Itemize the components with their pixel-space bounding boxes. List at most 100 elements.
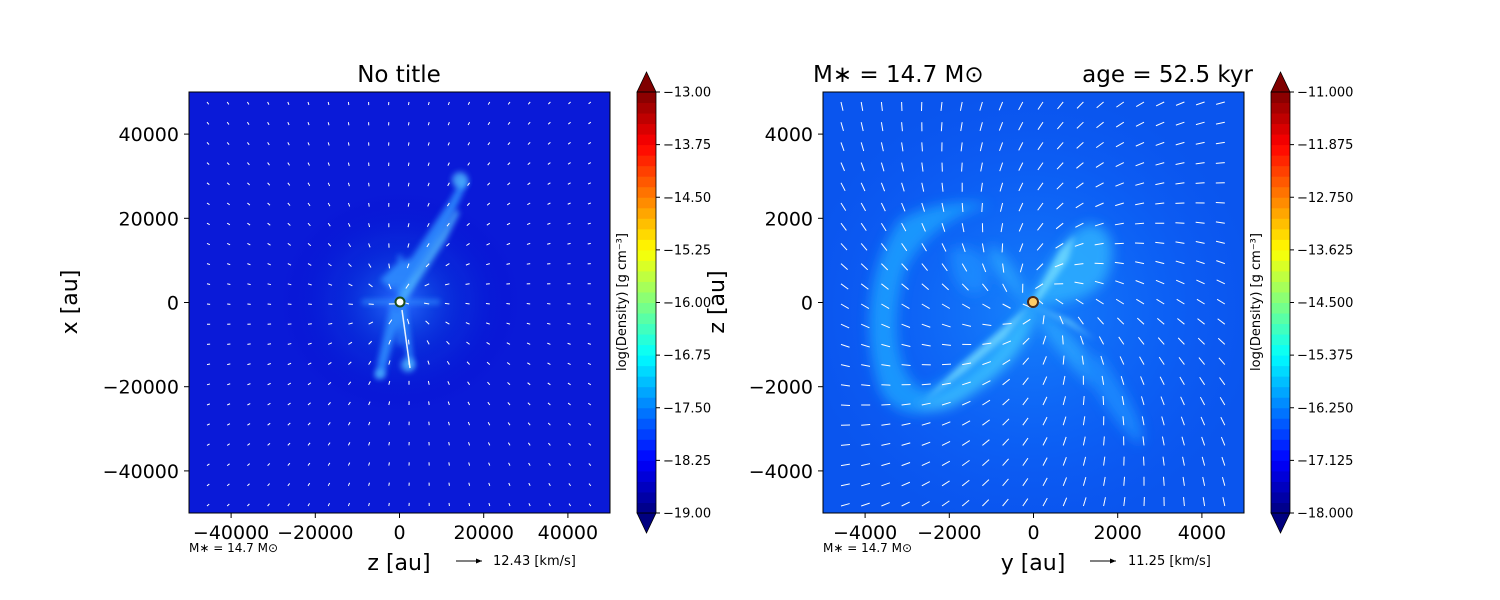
left-velocity-arrow	[508, 482, 511, 487]
right-velocity-arrow	[1177, 318, 1185, 325]
right-velocity-arrow	[840, 202, 847, 211]
left-velocity-arrow	[247, 503, 250, 507]
left-colorbar-segment	[637, 123, 656, 135]
right-velocity-arrow	[1217, 318, 1226, 325]
left-x-tick-label: −20000	[277, 522, 353, 544]
left-velocity-arrow	[468, 462, 471, 466]
left-velocity-arrow	[327, 101, 330, 106]
right-velocity-arrow	[1095, 298, 1104, 305]
right-velocity-arrow	[1135, 202, 1145, 206]
left-velocity-arrow	[227, 383, 231, 386]
right-velocity-arrow	[921, 222, 926, 232]
right-mass-annotation: M∗ = 14.7 M⊙	[823, 541, 912, 555]
left-velocity-arrow	[206, 483, 210, 487]
right-velocity-arrow	[861, 423, 871, 426]
left-velocity-arrow	[307, 101, 310, 106]
right-colorbar-segment	[1271, 365, 1290, 377]
right-velocity-arrow	[961, 162, 963, 172]
left-velocity-arrow	[287, 222, 291, 226]
left-x-ticks: −40000 −20000 0 20000 40000	[193, 513, 598, 544]
right-velocity-arrow	[1062, 436, 1067, 446]
left-velocity-arrow	[407, 182, 410, 187]
left-colorbar-segment	[637, 270, 656, 282]
right-velocity-arrow	[1022, 498, 1029, 507]
right-velocity-arrow	[1075, 298, 1084, 305]
left-velocity-arrow	[307, 503, 311, 507]
right-velocity-arrow	[840, 101, 844, 111]
left-velocity-arrow	[467, 401, 471, 406]
right-velocity-arrow	[1002, 303, 1011, 309]
left-colorbar-segment	[637, 428, 656, 440]
left-velocity-arrow	[226, 142, 230, 146]
left-colorbar-tick-label: −16.75	[663, 349, 711, 364]
right-velocity-arrow	[1114, 261, 1124, 265]
right-velocity-arrow	[941, 382, 951, 386]
right-velocity-arrow	[982, 303, 991, 309]
left-velocity-arrow	[206, 182, 210, 186]
right-velocity-arrow	[961, 459, 970, 467]
right-colorbar-segment	[1271, 92, 1290, 104]
left-velocity-arrow	[448, 421, 450, 426]
right-x-tick-label: −4000	[833, 522, 897, 544]
right-velocity-arrow	[880, 122, 884, 132]
left-velocity-arrow	[327, 462, 331, 466]
right-velocity-arrow	[1215, 201, 1225, 204]
right-velocity-arrow	[1115, 202, 1124, 207]
left-velocity-arrow	[468, 442, 471, 446]
right-x-tick-label: 4000	[1178, 522, 1226, 544]
right-velocity-arrow	[941, 303, 951, 309]
right-velocity-arrow	[1075, 202, 1084, 209]
left-velocity-arrow	[287, 483, 291, 487]
right-colorbar-segment	[1271, 334, 1290, 346]
right-velocity-arrow	[941, 440, 951, 446]
left-velocity-arrow	[347, 502, 350, 507]
left-colorbar-segment	[637, 102, 656, 114]
right-velocity-arrow	[1117, 317, 1125, 325]
left-velocity-arrow	[206, 263, 211, 266]
right-velocity-arrow	[1082, 477, 1087, 486]
left-velocity-arrow	[427, 182, 430, 187]
right-velocity-arrow	[999, 162, 1004, 172]
right-velocity-arrow	[1180, 416, 1185, 426]
right-velocity-arrow	[960, 142, 963, 152]
left-velocity-arrow	[547, 362, 551, 366]
left-colorbar-segment	[637, 165, 656, 177]
left-velocity-arrow	[587, 222, 591, 225]
right-velocity-arrow	[881, 343, 891, 348]
right-y-tick-label: 0	[801, 293, 813, 315]
right-velocity-arrow	[941, 421, 951, 426]
left-velocity-arrow	[407, 162, 410, 167]
right-velocity-arrow	[982, 439, 990, 446]
left-colorbar-segment	[637, 197, 656, 209]
left-velocity-arrow	[307, 342, 312, 345]
right-velocity-arrow	[961, 440, 971, 446]
left-velocity-arrow	[588, 503, 592, 507]
left-y-tick-label: −40000	[103, 461, 179, 483]
left-velocity-arrow	[327, 342, 333, 345]
right-colorbar-tick-label: −11.000	[1297, 86, 1353, 101]
right-velocity-arrow	[901, 323, 911, 328]
right-velocity-arrow	[1096, 101, 1104, 109]
right-velocity-arrow	[1059, 315, 1064, 325]
left-velocity-arrow	[388, 441, 390, 446]
left-colorbar-segment	[637, 460, 656, 472]
left-velocity-arrow	[246, 142, 250, 146]
left-velocity-arrow	[307, 362, 312, 366]
left-y-tick-label: 0	[167, 293, 179, 315]
left-colorbar-segment	[637, 291, 656, 303]
right-velocity-arrow	[1222, 497, 1226, 507]
right-velocity-arrow	[921, 441, 931, 446]
right-velocity-arrow	[901, 501, 910, 507]
right-velocity-arrow	[941, 401, 951, 406]
left-velocity-arrow	[567, 182, 571, 185]
right-velocity-arrow	[860, 182, 866, 192]
right-velocity-arrow	[921, 243, 927, 252]
right-velocity-arrow	[861, 384, 871, 387]
right-velocity-arrow	[1002, 323, 1012, 325]
right-velocity-arrow	[1158, 356, 1165, 365]
left-velocity-arrow	[486, 202, 491, 206]
right-velocity-arrow	[1062, 355, 1065, 365]
right-colorbar-segment	[1271, 113, 1290, 125]
left-velocity-arrow	[507, 182, 511, 186]
left-velocity-arrow	[487, 162, 491, 166]
